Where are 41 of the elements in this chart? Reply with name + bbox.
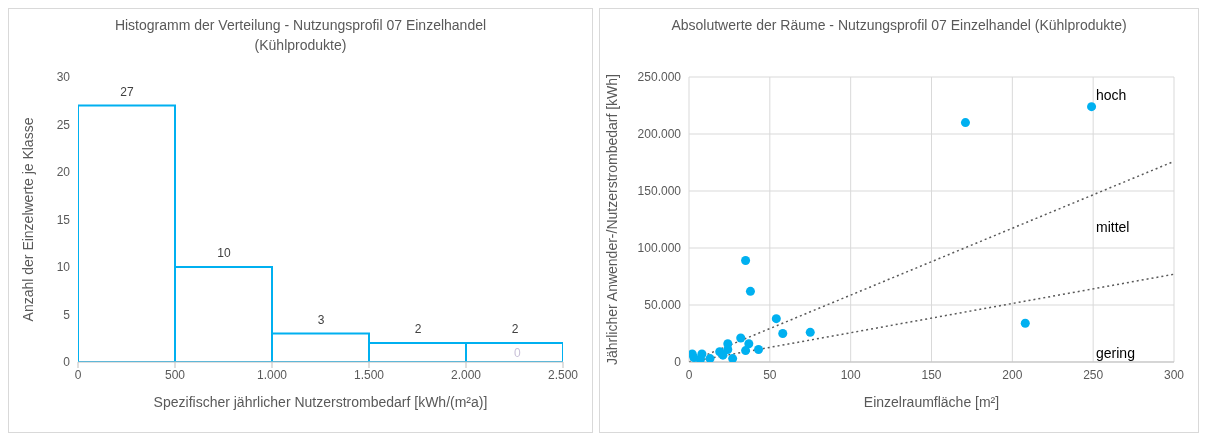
chart-title: Absolutwerte der Räume - Nutzungsprofil 07 Einzelhandel (Kühlprodukte) bbox=[670, 16, 1128, 35]
y-tick-label: 0 bbox=[63, 355, 71, 370]
x-tick-label: 1.500 bbox=[353, 367, 385, 382]
x-tick-label: 250 bbox=[1083, 367, 1104, 382]
y-tick-label: 50.000 bbox=[644, 298, 682, 313]
data-label: 3 bbox=[317, 312, 325, 327]
y-tick-label: 100.000 bbox=[637, 241, 682, 256]
data-label: 2 bbox=[414, 322, 422, 336]
chart-title: Histogramm der Verteilung - Nutzungsprofil 07 Einzelhandel (Kühlprodukte) bbox=[113, 16, 488, 55]
y-tick-label: 25 bbox=[56, 117, 71, 132]
x-tick-label: 2.000 bbox=[450, 367, 482, 382]
data-label: 27 bbox=[120, 84, 134, 99]
y-tick-label: 20 bbox=[56, 165, 71, 180]
y-tick-label: 10 bbox=[56, 260, 71, 275]
x-tick-label: 300 bbox=[1163, 367, 1185, 382]
annotation: mittel bbox=[1096, 219, 1130, 235]
y-axis-title: Jährlicher Anwender-/Nutzerstrombedarf [kWh] bbox=[603, 74, 620, 365]
x-tick-label: 100 bbox=[840, 367, 861, 382]
annotation: gering bbox=[1096, 345, 1135, 361]
y-tick-label: 15 bbox=[56, 212, 71, 227]
x-tick-label: 0 bbox=[74, 367, 82, 382]
x-tick-label: 0 bbox=[685, 367, 693, 382]
y-tick-label: 5 bbox=[63, 307, 71, 322]
x-tick-label: 150 bbox=[921, 367, 942, 382]
y-tick-label: 0 bbox=[674, 355, 682, 370]
y-tick-label: 30 bbox=[56, 70, 71, 85]
annotation: hoch bbox=[1096, 87, 1127, 103]
y-tick-label: 250.000 bbox=[637, 70, 682, 85]
y-tick-label: 200.000 bbox=[637, 127, 682, 142]
x-tick-label: 200 bbox=[1002, 367, 1023, 382]
data-label: 10 bbox=[217, 246, 231, 260]
y-axis-title: Anzahl der Einzelwerte je Klasse bbox=[19, 117, 36, 322]
data-label: 2 bbox=[511, 322, 519, 336]
x-tick-label: 1.000 bbox=[256, 367, 288, 382]
x-tick-label: 50 bbox=[763, 367, 777, 382]
annotation: 0 bbox=[514, 346, 521, 360]
x-tick-label: 2.500 bbox=[547, 367, 579, 382]
y-tick-label: 150.000 bbox=[637, 184, 682, 199]
x-axis-title: Einzelraumfläche [m²] bbox=[863, 394, 1000, 410]
x-axis-title: Spezifischer jährlicher Nutzerstrombedarf [kWh/(m²a)] bbox=[153, 394, 488, 410]
x-tick-label: 500 bbox=[164, 367, 186, 382]
